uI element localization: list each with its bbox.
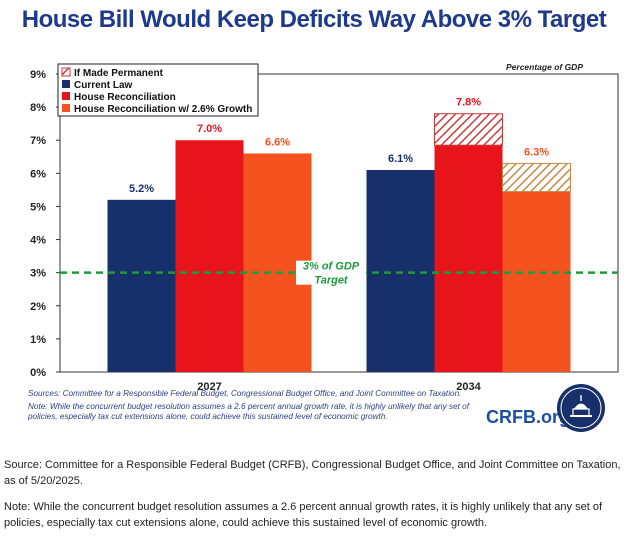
legend-label: Current Law — [74, 80, 133, 91]
footer-note: Note: While the concurrent budget resolu… — [4, 500, 602, 529]
y-tick-label: 5% — [30, 201, 46, 213]
data-label: 6.3% — [524, 146, 549, 158]
unit-note: Percentage of GDP — [506, 62, 583, 72]
plot-frame — [59, 73, 619, 373]
target-label: 3% of GDP — [303, 261, 360, 273]
y-tick-label: 4% — [30, 235, 46, 247]
legend-swatch — [61, 67, 71, 77]
bar — [502, 191, 571, 372]
bar-chart: 0% 1% 2% 3% 4% 5% 6% 7% 8% 9% Percentage of GDP 202… — [30, 62, 619, 393]
y-tick-label: 0% — [30, 367, 46, 379]
data-label: 7.8% — [456, 97, 481, 109]
permanent-extension-bar — [434, 113, 503, 146]
legend-swatch — [62, 92, 70, 100]
data-label: 6.1% — [388, 153, 413, 165]
bar — [434, 145, 503, 372]
footer-source: Source: Committee for a Responsible Fede… — [4, 459, 621, 487]
x-tick-label: 2034 — [456, 381, 481, 393]
legend-label: House Reconciliation — [74, 92, 176, 103]
crfb-brand: CRFB.org — [486, 407, 570, 427]
chart-sources-note: Sources: Committee for a Responsible Fed… — [28, 389, 462, 398]
chart-title: House Bill Would Keep Deficits Way Above… — [21, 6, 607, 33]
y-tick-label: 7% — [30, 135, 46, 147]
bar — [366, 170, 435, 372]
chart-panel: House Bill Would Keep Deficits Way Above… — [21, 6, 619, 432]
y-tick-label: 6% — [30, 168, 46, 180]
capitol-seal-icon — [557, 384, 605, 432]
bar — [175, 140, 244, 372]
chart-methodology-note: Note: While the concurrent budget resolu… — [28, 401, 470, 422]
legend-swatch — [62, 104, 70, 112]
permanent-extension-bar — [502, 162, 571, 193]
data-label: 5.2% — [129, 183, 154, 195]
bar — [107, 199, 176, 372]
chart-notes: Sources: Committee for a Responsible Fed… — [28, 389, 476, 425]
y-tick-label: 8% — [30, 102, 46, 114]
x-tick-label: 2027 — [197, 381, 221, 393]
target-label-bg — [296, 260, 366, 285]
data-label: 6.6% — [265, 136, 290, 148]
target-label-line2: Target — [314, 275, 349, 287]
y-tick-label: 1% — [30, 334, 46, 346]
y-tick-label: 3% — [30, 268, 46, 280]
data-label: 7.0% — [197, 123, 222, 135]
legend-label: House Reconciliation w/ 2.6% Growth — [74, 104, 252, 115]
y-tick-label: 2% — [30, 301, 46, 313]
legend-label: If Made Permanent — [74, 68, 164, 79]
page-footer: Source: Committee for a Responsible Fede… — [4, 458, 624, 542]
y-tick-label: 9% — [30, 69, 46, 81]
legend-swatch — [62, 80, 70, 88]
legend-box — [57, 63, 259, 117]
